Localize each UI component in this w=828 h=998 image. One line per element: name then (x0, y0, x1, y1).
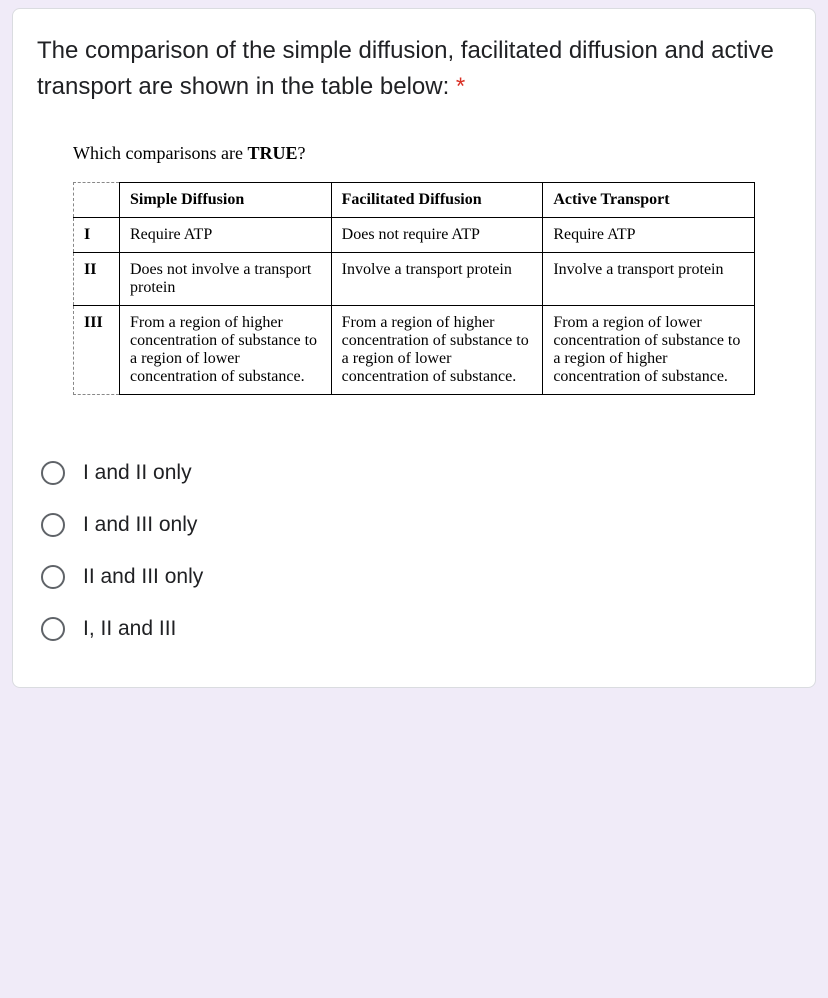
cell-facilitated: Involve a transport protein (331, 253, 543, 306)
row-num: III (74, 306, 120, 395)
option-2[interactable]: I and III only (37, 499, 791, 551)
sub-prompt-bold: TRUE (247, 143, 297, 163)
question-title-text: The comparison of the simple diffusion, … (37, 37, 774, 100)
cell-active: From a region of lower concentration of … (543, 306, 755, 395)
cell-active: Require ATP (543, 218, 755, 253)
sub-prompt: Which comparisons are TRUE? (73, 143, 755, 164)
option-4[interactable]: I, II and III (37, 603, 791, 655)
cell-simple: Does not involve a transport protein (120, 253, 332, 306)
table-row: II Does not involve a transport protein … (74, 253, 755, 306)
question-card: The comparison of the simple diffusion, … (12, 8, 816, 688)
option-label: I, II and III (83, 617, 176, 641)
row-num: I (74, 218, 120, 253)
option-label: I and II only (83, 461, 192, 485)
table-header-active: Active Transport (543, 183, 755, 218)
cell-simple: Require ATP (120, 218, 332, 253)
option-1[interactable]: I and II only (37, 447, 791, 499)
radio-icon (41, 617, 65, 641)
radio-icon (41, 461, 65, 485)
cell-facilitated: Does not require ATP (331, 218, 543, 253)
options-group: I and II only I and III only II and III … (37, 447, 791, 655)
table-header-blank (74, 183, 120, 218)
required-asterisk: * (456, 73, 465, 100)
cell-simple: From a region of higher concentration of… (120, 306, 332, 395)
table-row: III From a region of higher concentratio… (74, 306, 755, 395)
table-header-facilitated: Facilitated Diffusion (331, 183, 543, 218)
table-row: I Require ATP Does not require ATP Requi… (74, 218, 755, 253)
radio-icon (41, 565, 65, 589)
cell-active: Involve a transport protein (543, 253, 755, 306)
cell-facilitated: From a region of higher concentration of… (331, 306, 543, 395)
question-title: The comparison of the simple diffusion, … (37, 33, 791, 105)
option-3[interactable]: II and III only (37, 551, 791, 603)
table-header-row: Simple Diffusion Facilitated Diffusion A… (74, 183, 755, 218)
table-header-simple: Simple Diffusion (120, 183, 332, 218)
option-label: I and III only (83, 513, 197, 537)
comparison-table: Simple Diffusion Facilitated Diffusion A… (73, 182, 755, 395)
radio-icon (41, 513, 65, 537)
sub-prompt-suffix: ? (297, 143, 305, 163)
row-num: II (74, 253, 120, 306)
question-figure: Which comparisons are TRUE? Simple Diffu… (37, 125, 791, 419)
sub-prompt-prefix: Which comparisons are (73, 143, 247, 163)
option-label: II and III only (83, 565, 203, 589)
